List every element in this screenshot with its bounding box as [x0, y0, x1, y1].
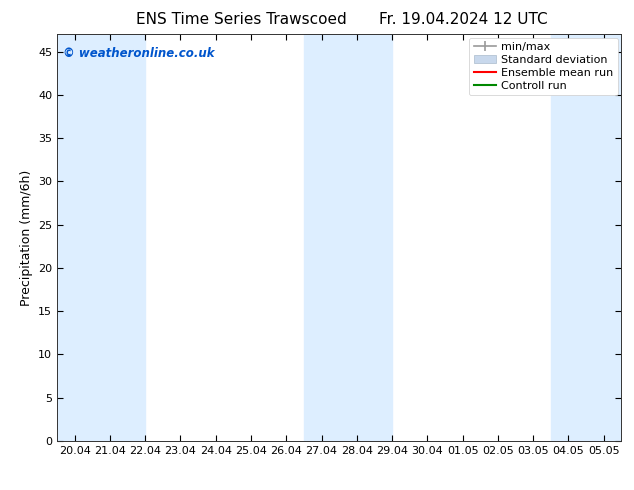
Bar [304, 34, 392, 441]
Text: © weatheronline.co.uk: © weatheronline.co.uk [63, 47, 214, 59]
Text: ENS Time Series Trawscoed: ENS Time Series Trawscoed [136, 12, 346, 27]
Bar [551, 34, 625, 441]
Bar [57, 34, 145, 441]
Legend: min/max, Standard deviation, Ensemble mean run, Controll run: min/max, Standard deviation, Ensemble me… [469, 38, 618, 95]
Y-axis label: Precipitation (mm/6h): Precipitation (mm/6h) [20, 170, 32, 306]
Text: Fr. 19.04.2024 12 UTC: Fr. 19.04.2024 12 UTC [378, 12, 547, 27]
